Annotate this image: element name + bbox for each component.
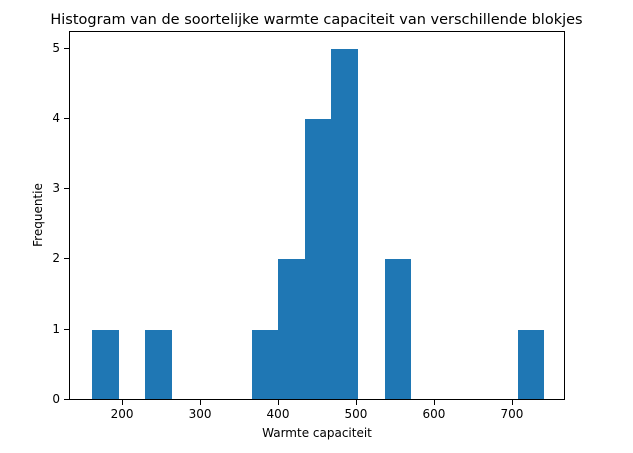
y-tick xyxy=(64,399,69,400)
histogram-bar xyxy=(251,329,279,399)
x-tick-label: 500 xyxy=(344,407,368,421)
x-tick xyxy=(355,400,357,405)
x-tick xyxy=(278,400,279,405)
x-tick xyxy=(200,400,202,405)
x-tick-label: 200 xyxy=(110,407,134,421)
y-tick-label: 5 xyxy=(52,40,60,55)
histogram-bar xyxy=(384,259,412,399)
x-axis-label: Warmte capaciteit xyxy=(262,426,372,440)
histogram-bar xyxy=(278,259,305,399)
histogram-bar xyxy=(145,329,172,399)
y-tick xyxy=(64,258,69,260)
x-tick-label: 300 xyxy=(188,407,212,421)
x-tick-label: 700 xyxy=(500,407,524,421)
y-tick-label: 3 xyxy=(52,181,60,196)
y-tick-label: 4 xyxy=(52,110,60,125)
chart-title: Histogram van de soortelijke warmte capa… xyxy=(50,12,583,28)
y-tick xyxy=(64,47,69,49)
y-tick-label: 2 xyxy=(52,251,60,266)
y-tick-label: 0 xyxy=(52,392,60,406)
y-tick xyxy=(64,117,69,119)
x-tick-label: 600 xyxy=(422,407,446,421)
plot-area xyxy=(69,31,565,400)
y-axis-label: Frequentie xyxy=(31,183,45,247)
histogram-bar xyxy=(517,329,545,399)
x-tick xyxy=(511,400,513,405)
y-tick xyxy=(64,188,69,190)
y-tick xyxy=(64,328,69,330)
histogram-bar xyxy=(331,48,358,399)
histogram-bar xyxy=(304,118,332,399)
x-tick-label: 400 xyxy=(266,407,290,421)
y-tick-label: 1 xyxy=(52,321,60,336)
x-tick xyxy=(433,400,435,405)
x-tick xyxy=(122,400,124,405)
histogram-bar xyxy=(92,329,119,399)
